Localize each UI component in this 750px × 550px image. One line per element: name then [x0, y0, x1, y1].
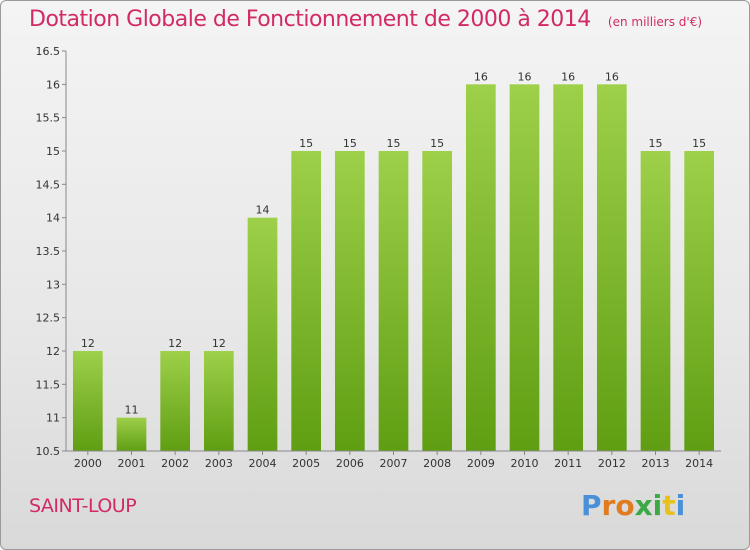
- chart-title: Dotation Globale de Fonctionnement de 20…: [29, 7, 591, 32]
- x-tick-label: 2010: [511, 457, 539, 470]
- x-tick-label: 2014: [685, 457, 713, 470]
- x-tick-label: 2005: [292, 457, 320, 470]
- bar: [72, 351, 103, 451]
- y-tick-label: 15: [46, 145, 60, 158]
- bar-value-label: 16: [561, 70, 575, 83]
- bar: [509, 84, 540, 451]
- logo-letter: t: [662, 489, 676, 522]
- logo-letter: x: [634, 489, 653, 522]
- bar-value-label: 16: [605, 70, 619, 83]
- x-tick-label: 2003: [205, 457, 233, 470]
- logo-letter: o: [615, 489, 635, 522]
- logo-letter: i: [675, 489, 686, 522]
- bar: [640, 151, 671, 451]
- bar-value-label: 14: [256, 204, 270, 217]
- y-tick-label: 11: [46, 412, 60, 425]
- bar: [203, 351, 234, 451]
- bar-value-label: 15: [430, 137, 444, 150]
- x-tick-label: 2009: [467, 457, 495, 470]
- bar-value-label: 12: [81, 337, 95, 350]
- bar-value-label: 15: [692, 137, 706, 150]
- bar: [596, 84, 627, 451]
- logo-letter: P: [581, 489, 602, 522]
- axes-layer: 10.5 11 11.5 12 12.5 13 13.5 14 14.5 15 15.5 16 16.5…: [36, 45, 721, 470]
- y-tick-label: 14: [46, 212, 60, 225]
- y-tick-label: 10.5: [36, 445, 61, 458]
- x-tick-label: 2008: [423, 457, 451, 470]
- bar-value-label: 15: [343, 137, 357, 150]
- x-tick-label: 2013: [642, 457, 670, 470]
- y-tick-label: 12.5: [36, 312, 61, 325]
- bar: [334, 151, 365, 451]
- x-tick-label: 2004: [249, 457, 277, 470]
- bar: [465, 84, 496, 451]
- commune-name: SAINT-LOUP: [29, 495, 137, 517]
- logo-letter: i: [652, 489, 663, 522]
- y-tick-label: 13.5: [36, 245, 61, 258]
- x-tick-label: 2006: [336, 457, 364, 470]
- y-tick-label: 15.5: [36, 112, 61, 125]
- bar-value-label: 11: [125, 404, 139, 417]
- x-tick-label: 2012: [598, 457, 626, 470]
- bar: [553, 84, 584, 451]
- x-tick-label: 2001: [118, 457, 146, 470]
- chart-title-row: Dotation Globale de Fonctionnement de 20…: [29, 7, 702, 32]
- bar-value-label: 15: [387, 137, 401, 150]
- proxiti-logo: Proxiti: [581, 489, 685, 522]
- x-tick-label: 2007: [380, 457, 408, 470]
- y-tick-label: 16.5: [36, 45, 61, 58]
- bar-value-label: 16: [518, 70, 532, 83]
- bar: [422, 151, 453, 451]
- bar: [160, 351, 191, 451]
- bar: [116, 417, 147, 451]
- bar-value-label: 15: [649, 137, 663, 150]
- y-tick-label: 13: [46, 278, 60, 291]
- x-tick-label: 2000: [74, 457, 102, 470]
- y-tick-label: 16: [46, 78, 60, 91]
- y-tick-label: 12: [46, 345, 60, 358]
- bar: [684, 151, 715, 451]
- unit-note: (en milliers d'€): [607, 15, 703, 29]
- x-tick-label: 2011: [554, 457, 582, 470]
- bar-value-label: 12: [168, 337, 182, 350]
- bar: [378, 151, 409, 451]
- bar: [291, 151, 322, 451]
- y-tick-label: 14.5: [36, 178, 61, 191]
- bar-value-label: 12: [212, 337, 226, 350]
- bars-layer: 12 11 12 12 14 15 15 15 15 16 16 16 16 15 15: [72, 70, 715, 451]
- logo-letter: r: [601, 489, 616, 522]
- bar-value-label: 15: [299, 137, 313, 150]
- y-tick-label: 11.5: [36, 378, 61, 391]
- bar: [247, 217, 278, 451]
- x-tick-label: 2002: [161, 457, 189, 470]
- bar-value-label: 16: [474, 70, 488, 83]
